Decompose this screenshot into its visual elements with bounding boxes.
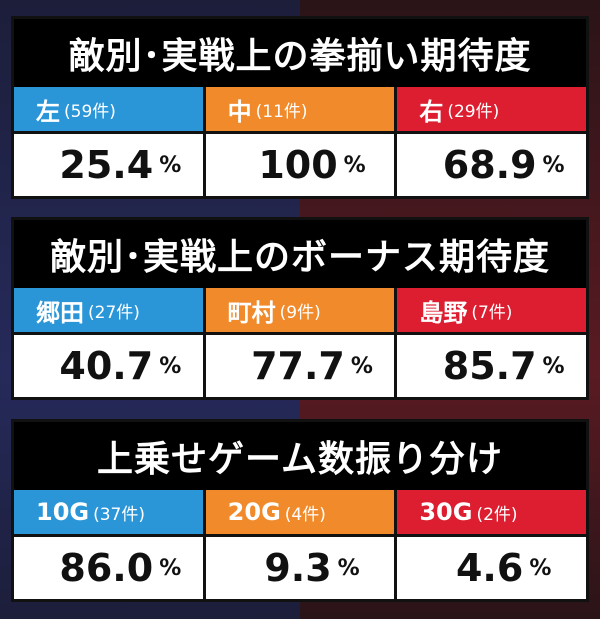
cell-header: 中 (11件) xyxy=(205,87,395,134)
value-number: 25.4 xyxy=(59,143,154,187)
cell-count: (29件) xyxy=(447,101,500,122)
value-number: 9.3 xyxy=(264,546,332,590)
cell-count: (7件) xyxy=(471,302,513,323)
cell-value: 4.6 % xyxy=(397,537,586,599)
cell-header: 右 (29件) xyxy=(397,87,587,134)
value-number: 100 xyxy=(258,143,338,187)
cell-header: 郷田 (27件) xyxy=(14,288,203,335)
cell-value: 85.7 % xyxy=(397,335,586,397)
cell-value: 100 % xyxy=(206,134,395,196)
cell-label: 30G xyxy=(419,498,473,526)
cell-header: 20G (4件) xyxy=(205,490,395,537)
cell-right: 右 (29件) 68.9 % xyxy=(394,87,587,196)
cell-value: 9.3 % xyxy=(206,537,395,599)
cell-count: (37件) xyxy=(93,504,146,525)
cell-label: 郷田 xyxy=(36,298,84,327)
value-number: 86.0 xyxy=(59,546,154,590)
cell-header: 10G (37件) xyxy=(14,490,203,537)
value-number: 85.7 xyxy=(442,344,537,388)
panel-bonus-rate: 敵別･実戦上のボーナス期待度 郷田 (27件) 40.7 % 町村 (9件) 7… xyxy=(11,217,589,400)
value-unit: % xyxy=(542,152,565,178)
cell-center: 中 (11件) 100 % xyxy=(202,87,395,196)
value-number: 68.9 xyxy=(442,143,537,187)
panel-game-count-distribution: 上乗せゲーム数振り分け 10G (37件) 86.0 % 20G (4件) 9.… xyxy=(11,419,589,602)
value-number: 77.7 xyxy=(251,344,345,388)
panel-grid: 郷田 (27件) 40.7 % 町村 (9件) 77.7 % 島野 (7件) xyxy=(14,288,587,397)
cell-shimano: 島野 (7件) 85.7 % xyxy=(394,288,587,397)
cell-label: 10G xyxy=(36,498,90,526)
cell-value: 86.0 % xyxy=(14,537,203,599)
cell-20g: 20G (4件) 9.3 % xyxy=(202,490,395,599)
cell-label: 島野 xyxy=(419,298,468,327)
cell-goda: 郷田 (27件) 40.7 % xyxy=(14,288,203,397)
value-unit: % xyxy=(337,555,360,581)
value-unit: % xyxy=(159,152,182,178)
cell-label: 町村 xyxy=(227,298,276,327)
cell-label: 中 xyxy=(227,97,252,126)
panel-grid: 10G (37件) 86.0 % 20G (4件) 9.3 % 30G (2件) xyxy=(14,490,587,599)
value-unit: % xyxy=(350,353,373,379)
cell-count: (11件) xyxy=(255,101,308,122)
cell-header: 島野 (7件) xyxy=(397,288,587,335)
cell-count: (27件) xyxy=(88,302,140,323)
cell-label: 20G xyxy=(227,498,281,526)
value-unit: % xyxy=(159,353,182,379)
cell-label: 左 xyxy=(36,97,60,126)
cell-header: 30G (2件) xyxy=(397,490,587,537)
cell-machimura: 町村 (9件) 77.7 % xyxy=(202,288,395,397)
value-number: 4.6 xyxy=(455,546,524,590)
cell-count: (4件) xyxy=(284,504,326,525)
cell-10g: 10G (37件) 86.0 % xyxy=(14,490,203,599)
cell-30g: 30G (2件) 4.6 % xyxy=(394,490,587,599)
value-unit: % xyxy=(542,353,565,379)
panel-title: 敵別･実戦上の拳揃い期待度 xyxy=(14,19,586,87)
cell-header: 左 (59件) xyxy=(14,87,203,134)
value-unit: % xyxy=(343,152,366,178)
panel-fist-match-rate: 敵別･実戦上の拳揃い期待度 左 (59件) 25.4 % 中 (11件) 100… xyxy=(11,16,589,199)
cell-value: 25.4 % xyxy=(14,134,203,196)
value-unit: % xyxy=(529,555,552,581)
cell-count: (9件) xyxy=(279,302,321,323)
cell-value: 77.7 % xyxy=(206,335,395,397)
panel-title: 上乗せゲーム数振り分け xyxy=(14,422,586,490)
value-number: 40.7 xyxy=(59,344,154,388)
value-unit: % xyxy=(159,555,182,581)
panel-title: 敵別･実戦上のボーナス期待度 xyxy=(14,220,586,288)
cell-left: 左 (59件) 25.4 % xyxy=(14,87,203,196)
cell-count: (59件) xyxy=(64,101,116,122)
cell-value: 40.7 % xyxy=(14,335,203,397)
cell-label: 右 xyxy=(419,97,444,126)
cell-value: 68.9 % xyxy=(397,134,586,196)
panel-grid: 左 (59件) 25.4 % 中 (11件) 100 % 右 (29件) xyxy=(14,87,587,196)
cell-count: (2件) xyxy=(476,504,518,525)
cell-header: 町村 (9件) xyxy=(205,288,395,335)
